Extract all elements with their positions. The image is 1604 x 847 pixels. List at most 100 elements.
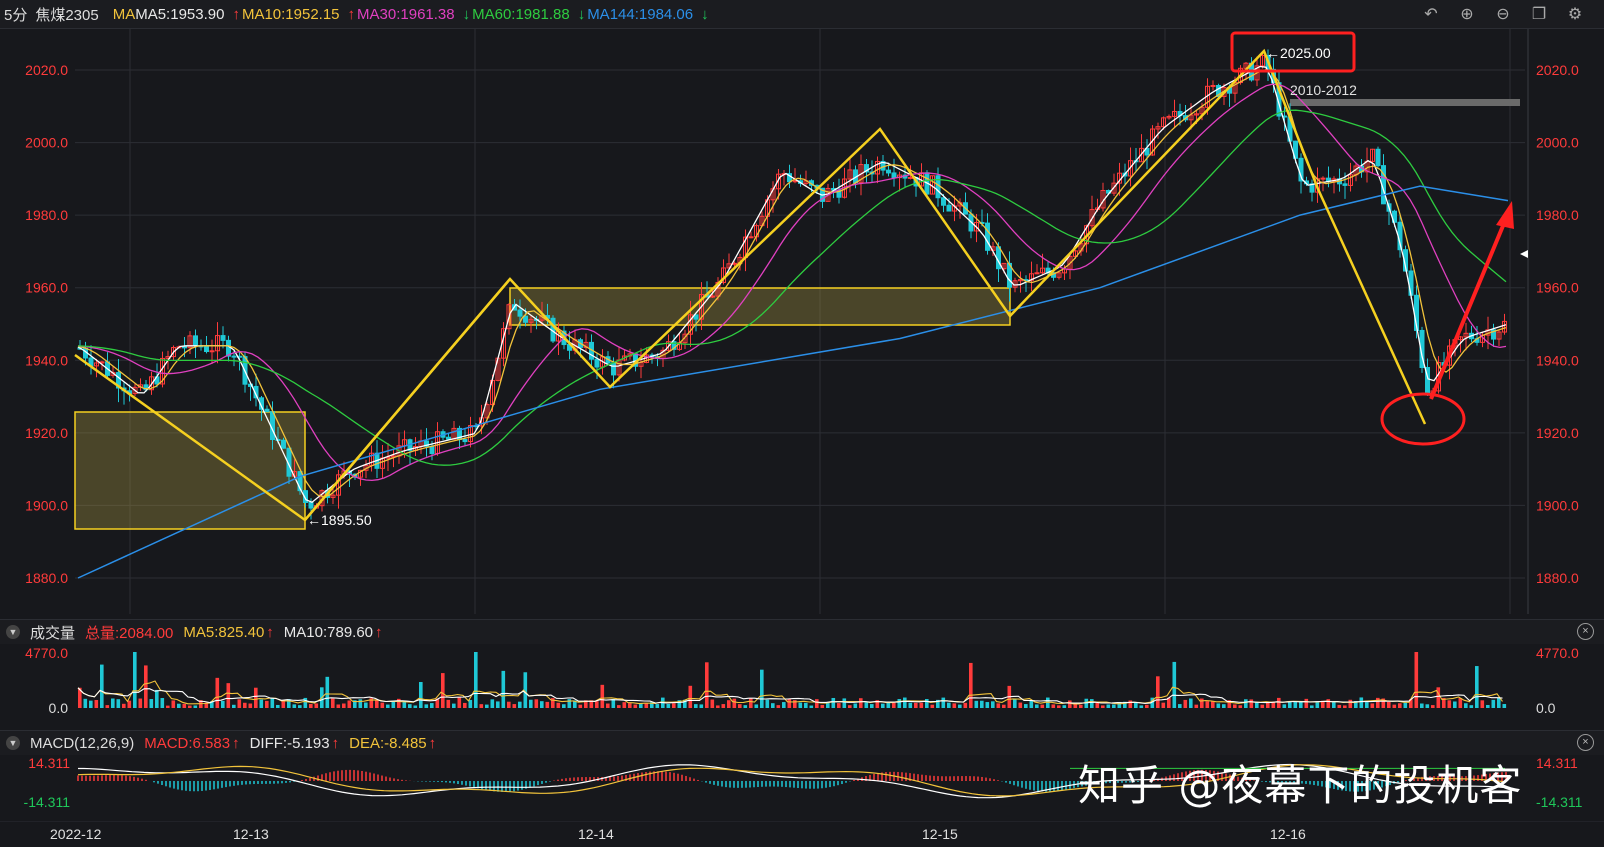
volume-bar [254, 687, 258, 708]
volume-bar [881, 703, 885, 708]
volume-bar [859, 698, 863, 708]
volume-bar [309, 703, 313, 708]
consolidation-boxes [74, 99, 1520, 530]
volume-bar [221, 700, 225, 708]
volume-bar [1128, 700, 1133, 708]
zoom-in-icon[interactable]: ⊕ [1460, 6, 1474, 23]
x-label-1: 12-13 [233, 826, 269, 842]
volume-bar [644, 703, 649, 708]
volume-bar [1260, 704, 1265, 708]
volume-bar [864, 702, 869, 708]
volume-bar [1497, 697, 1501, 708]
candle-body [732, 262, 737, 265]
resistance-band [1290, 99, 1520, 106]
candle-body [776, 173, 781, 190]
volume-bar [177, 703, 181, 708]
y-tick-left: 2020.0 [25, 62, 68, 78]
volume-bar [468, 699, 473, 708]
candle-body [1260, 54, 1265, 67]
candle-body [886, 169, 891, 174]
volume-bar [853, 703, 858, 708]
low-highlight-circle [1380, 392, 1466, 446]
y-tick-left: 1880.0 [25, 570, 68, 586]
x-label-4: 12-16 [1270, 826, 1306, 842]
volume-chart[interactable]: 4770.0 0.0 4770.0 0.0 [0, 644, 1604, 727]
volume-bar [1101, 705, 1105, 708]
settings-icon[interactable]: ⚙ [1567, 6, 1583, 23]
candle-body [308, 501, 314, 509]
candle-body [1056, 272, 1062, 278]
candle-body [1018, 279, 1023, 282]
volume-bar [809, 705, 814, 708]
candle-body [209, 350, 215, 353]
volume-bar [1491, 699, 1496, 708]
macd-chart[interactable]: 14.311 -14.311 14.311 -14.311 [0, 755, 1604, 821]
ma30-value: MA30:1961.38 [357, 5, 455, 23]
candle-body [1166, 115, 1172, 119]
volume-bar [699, 704, 704, 708]
volume-bar [611, 698, 616, 708]
volume-bar [996, 703, 1001, 708]
volume-bar [166, 705, 170, 708]
y-tick-right: 1920.0 [1536, 425, 1579, 441]
candle-body [1172, 110, 1177, 117]
candle-body [528, 318, 534, 323]
volume-bar [1040, 704, 1045, 708]
candle-body [1194, 113, 1199, 116]
y-tick-right: 2000.0 [1536, 135, 1579, 151]
period-label[interactable]: 5分 [4, 6, 28, 24]
macd-y-top-right: 14.311 [1536, 755, 1578, 771]
volume-bar [1436, 687, 1441, 708]
volume-y-bottom-left: 0.0 [49, 700, 69, 716]
candle-body [1089, 209, 1095, 227]
candle-body [462, 439, 468, 443]
volume-bar [655, 704, 660, 708]
candle-body [484, 404, 490, 419]
rebound-arrow-line [1429, 220, 1507, 400]
volume-bar [732, 698, 737, 708]
volume-bar [1480, 700, 1485, 708]
volume-bar [936, 699, 940, 708]
volume-bar [1299, 701, 1303, 708]
volume-bar [886, 702, 891, 708]
collapse-volume-icon[interactable]: ▼ [6, 625, 20, 639]
volume-bar [716, 705, 720, 708]
volume-bar [331, 698, 335, 708]
price-y-axis: 2020.0 2020.0 2000.0 2000.0 1980.0 1980.0 1960… [25, 62, 1579, 586]
volume-bar [1464, 703, 1468, 708]
volume-bar [1222, 704, 1226, 708]
symbol-label[interactable]: 焦煤2305 [35, 6, 99, 24]
volume-bar [402, 700, 407, 708]
volume-bar [952, 703, 957, 708]
price-chart[interactable]: 2020.0 2020.0 2000.0 2000.0 1980.0 1980.0 1960… [0, 29, 1604, 614]
collapse-macd-icon[interactable]: ▼ [6, 736, 20, 750]
zoom-out-icon[interactable]: ⊖ [1496, 6, 1510, 23]
volume-bar [743, 705, 748, 708]
volume-bar [1145, 704, 1149, 708]
candle-body [517, 309, 523, 317]
volume-bar [1266, 702, 1270, 708]
dea-arrow-icon: ↑ [428, 734, 437, 752]
volume-bar [1315, 701, 1320, 708]
volume-bar [688, 685, 693, 708]
close-volume-icon[interactable]: × [1577, 623, 1594, 640]
volume-bar [639, 703, 643, 708]
volume-bar [138, 698, 143, 708]
volume-bar [1134, 702, 1138, 708]
time-axis: 2022-12 12-13 12-14 12-15 12-16 [0, 821, 1604, 842]
volume-bar [1216, 703, 1221, 708]
restore-icon[interactable]: ❐ [1531, 6, 1547, 23]
volume-bar [1442, 697, 1446, 708]
volume-bar [919, 702, 924, 708]
volume-bar [1376, 697, 1380, 708]
volume-bar [1073, 704, 1078, 708]
x-label-2: 12-14 [578, 826, 614, 842]
close-macd-icon[interactable]: × [1577, 734, 1594, 751]
volume-bar [281, 700, 286, 708]
volume-bar [1150, 697, 1155, 708]
volume-ma10-arrow-icon: ↑ [375, 623, 383, 641]
volume-bar [1194, 704, 1199, 708]
undo-icon[interactable]: ↶ [1424, 6, 1438, 23]
volume-bar [1024, 704, 1028, 708]
candle-body [748, 236, 754, 239]
